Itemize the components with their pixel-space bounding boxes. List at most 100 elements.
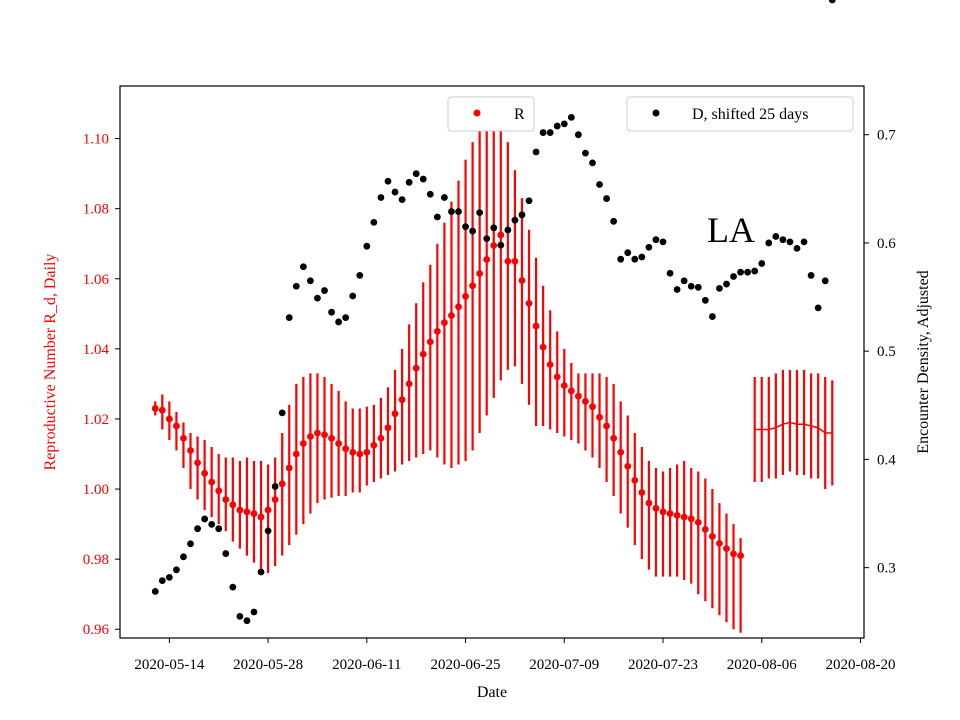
r-point <box>737 552 744 560</box>
d-point <box>553 122 561 130</box>
r-point <box>560 382 568 390</box>
r-point <box>659 508 667 516</box>
d-point <box>807 272 815 279</box>
right-y-tick-label: 0.6 <box>877 236 896 252</box>
d-point <box>158 577 166 585</box>
r-point <box>419 350 427 358</box>
r-point <box>342 445 350 453</box>
d-point <box>659 238 667 246</box>
legend-d-marker <box>652 109 660 117</box>
d-point <box>187 540 194 548</box>
d-point <box>412 170 420 178</box>
d-point <box>687 282 695 290</box>
d-point <box>589 159 596 167</box>
d-point <box>462 223 469 231</box>
r-point <box>574 392 582 400</box>
r-point <box>384 424 392 432</box>
right-y-tick-label: 0.5 <box>877 344 896 360</box>
left-y-tick-label: 1.00 <box>83 482 109 498</box>
legend-d-box <box>626 96 854 132</box>
d-point <box>539 129 547 136</box>
d-point <box>264 527 272 535</box>
d-point <box>518 211 526 219</box>
d-point <box>180 553 187 561</box>
r-point <box>236 506 244 514</box>
d-point <box>723 280 730 288</box>
region-annotation: LA <box>707 210 755 250</box>
d-point <box>173 566 180 574</box>
x-tick-label: 2020-05-28 <box>233 657 303 673</box>
d-point <box>384 177 392 185</box>
r-point <box>589 403 596 411</box>
r-point <box>180 434 187 442</box>
right-y-axis: 0.3 0.4 0.5 0.6 0.7 <box>864 128 896 577</box>
x-tick-label: 2020-05-14 <box>134 657 204 673</box>
d-point <box>765 239 773 247</box>
r-point <box>694 518 702 526</box>
r-point <box>165 415 173 423</box>
d-point <box>419 175 427 183</box>
r-point <box>652 504 660 512</box>
d-point <box>638 253 646 261</box>
d-point <box>821 277 829 285</box>
d-point <box>800 238 808 246</box>
r-point <box>673 511 681 519</box>
r-point <box>412 364 420 372</box>
r-point <box>299 440 307 447</box>
left-y-tick-label: 0.96 <box>83 622 110 638</box>
d-point <box>567 113 575 121</box>
d-point <box>342 314 350 322</box>
r-point <box>490 242 498 249</box>
r-point <box>455 303 462 311</box>
right-y-tick-label: 0.4 <box>877 452 896 468</box>
d-point <box>483 235 491 243</box>
r-point <box>426 338 434 346</box>
legend-r-marker <box>473 109 481 117</box>
d-point <box>426 190 434 198</box>
d-point <box>560 120 568 128</box>
r-point <box>511 257 519 265</box>
d-point <box>751 267 759 275</box>
r-point <box>525 299 533 307</box>
left-y-tick-label: 1.04 <box>83 342 110 358</box>
r-point <box>151 405 159 412</box>
d-point <box>603 195 610 202</box>
right-y-axis-label: Encounter Density, Adjusted <box>915 270 932 453</box>
d-point <box>328 308 335 316</box>
d-point <box>236 612 244 620</box>
d-point <box>624 249 632 257</box>
r-point <box>243 508 251 516</box>
d-point <box>356 272 364 279</box>
d-point <box>793 244 801 252</box>
legend-d: D, shifted 25 days <box>626 96 854 132</box>
left-y-tick-label: 1.02 <box>83 412 109 428</box>
r-point <box>278 480 286 488</box>
d-series-points <box>151 0 836 625</box>
d-point <box>314 294 321 302</box>
r-point <box>158 406 166 414</box>
r-point <box>532 322 540 330</box>
r-point <box>483 256 491 263</box>
x-tick-label: 2020-08-06 <box>727 657 797 673</box>
r-point <box>723 545 730 553</box>
r-series-points <box>151 231 744 560</box>
d-point <box>476 209 484 217</box>
r-point <box>229 501 237 509</box>
r-point <box>173 422 180 430</box>
d-point <box>440 194 448 201</box>
r-point <box>187 447 194 454</box>
r-point <box>476 270 484 277</box>
r-point <box>307 433 314 440</box>
r-point <box>638 489 646 496</box>
r-point <box>257 513 265 521</box>
r-point <box>335 440 343 447</box>
d-point <box>363 242 371 250</box>
d-point <box>469 227 477 235</box>
r-point <box>518 277 526 284</box>
d-point <box>737 268 744 276</box>
d-point <box>243 617 251 625</box>
r-point <box>708 532 716 540</box>
r-point <box>285 464 293 472</box>
d-point <box>208 520 216 528</box>
r-point <box>539 343 547 351</box>
